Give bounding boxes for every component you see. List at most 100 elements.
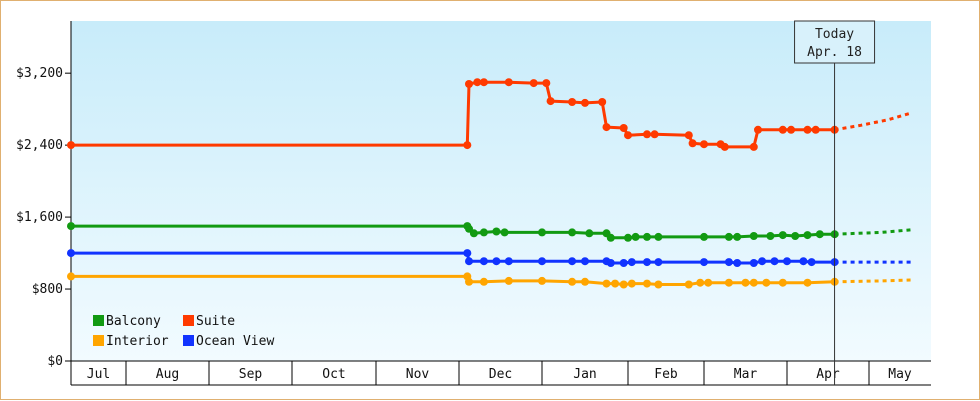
data-point xyxy=(67,222,75,231)
data-point xyxy=(643,258,651,267)
data-point xyxy=(606,233,615,242)
data-point xyxy=(684,280,693,289)
data-point xyxy=(754,125,762,134)
data-point xyxy=(627,258,636,267)
x-tick-label: Aug xyxy=(156,367,179,382)
data-point xyxy=(581,98,589,107)
data-point xyxy=(811,125,820,134)
y-tick-label: $3,200 xyxy=(16,66,63,81)
data-point xyxy=(766,232,775,240)
data-point xyxy=(538,276,546,285)
data-point xyxy=(650,130,659,139)
data-point xyxy=(787,125,796,134)
data-point xyxy=(624,233,632,242)
data-point xyxy=(700,140,708,149)
data-point xyxy=(67,272,75,281)
x-tick-label: Apr xyxy=(816,367,840,382)
data-point xyxy=(619,259,628,267)
legend-swatch xyxy=(93,315,104,326)
series-suite xyxy=(67,78,913,151)
series-balcony xyxy=(67,222,913,242)
data-point xyxy=(479,78,488,87)
data-point xyxy=(758,257,767,266)
legend: Balcony Suite Interior Ocean View xyxy=(93,314,274,349)
x-tick-label: Dec xyxy=(489,367,512,382)
x-tick-label: Jul xyxy=(87,367,110,382)
plot-background xyxy=(71,21,931,361)
data-point xyxy=(504,78,513,87)
data-point xyxy=(67,249,75,258)
data-point xyxy=(619,280,628,289)
data-point xyxy=(791,232,800,240)
data-point xyxy=(479,257,488,266)
data-point xyxy=(684,131,693,140)
data-point xyxy=(479,277,488,286)
data-point xyxy=(568,98,577,106)
data-point xyxy=(724,232,733,241)
today-label: Today xyxy=(815,27,854,42)
data-point xyxy=(778,231,787,240)
data-point xyxy=(654,232,663,241)
legend-label: Balcony xyxy=(106,314,161,329)
legend-swatch xyxy=(93,335,104,346)
data-point xyxy=(688,139,697,148)
legend-swatch xyxy=(183,315,194,326)
data-point xyxy=(67,141,75,150)
y-tick-label: $2,400 xyxy=(16,138,63,153)
legend-label: Suite xyxy=(196,314,235,329)
data-point xyxy=(733,232,742,241)
data-point xyxy=(469,229,478,238)
today-label-box xyxy=(794,20,876,64)
data-point xyxy=(568,277,577,286)
x-tick-label: May xyxy=(888,367,912,382)
x-tick-label: Oct xyxy=(322,367,345,382)
data-point xyxy=(538,228,546,237)
data-point xyxy=(643,130,651,139)
data-point xyxy=(619,124,628,132)
y-axis: $0 $800 $1,600 $2,400 $3,200 xyxy=(16,21,72,369)
x-tick-label: Feb xyxy=(654,367,678,382)
data-point xyxy=(803,231,812,240)
data-point xyxy=(463,249,472,258)
data-point xyxy=(546,97,555,106)
data-point xyxy=(762,278,771,287)
data-point xyxy=(733,259,742,267)
series-forecast-line xyxy=(834,111,913,132)
series-forecast-line xyxy=(834,278,913,284)
series-ocean-view xyxy=(67,249,913,267)
x-axis: Jul Aug Sep Oct Nov Dec Jan Feb Mar Apr May xyxy=(70,360,931,386)
data-point xyxy=(624,131,632,140)
data-point xyxy=(720,142,729,151)
data-point xyxy=(631,232,640,241)
x-tick-label: Sep xyxy=(239,367,263,382)
data-point xyxy=(803,278,812,287)
data-point xyxy=(803,125,812,134)
data-point xyxy=(473,78,482,87)
data-point xyxy=(643,232,651,241)
data-point xyxy=(611,279,620,288)
today-marker: Today Apr. 18 xyxy=(794,20,876,385)
data-point xyxy=(749,278,758,287)
data-point xyxy=(627,279,636,288)
data-point xyxy=(778,278,787,287)
data-point xyxy=(778,125,787,134)
data-point xyxy=(741,278,750,287)
data-point xyxy=(492,257,501,266)
data-point xyxy=(581,257,589,266)
x-tick-label: Nov xyxy=(406,367,430,382)
data-point xyxy=(724,278,733,287)
data-point xyxy=(463,141,472,150)
data-point xyxy=(500,228,509,237)
data-point xyxy=(465,277,473,286)
series-interior xyxy=(67,272,913,289)
y-tick-label: $0 xyxy=(47,354,63,369)
data-point xyxy=(654,280,663,289)
data-point xyxy=(654,258,663,267)
data-point xyxy=(602,279,611,288)
data-point xyxy=(704,278,713,287)
legend-label: Ocean View xyxy=(196,334,274,349)
data-point xyxy=(479,228,488,237)
data-point xyxy=(598,98,607,106)
data-point xyxy=(700,258,708,267)
